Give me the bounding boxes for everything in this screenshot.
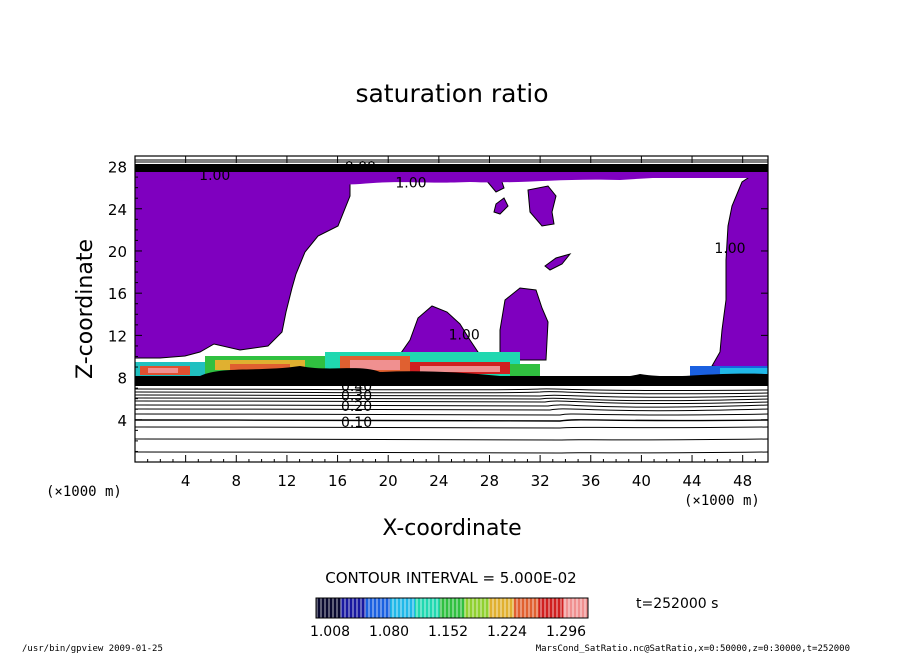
saturated-region-left <box>135 171 351 359</box>
x-tick-label: 20 <box>379 472 398 490</box>
contour-label: 0.10 <box>341 415 372 431</box>
contour-labels: 1.00 0.00 1.00 1.00 1.00 0.400.300.200.10 <box>199 160 745 431</box>
contour-label: 1.00 <box>449 327 480 343</box>
colorbar-label: 1.296 <box>546 624 586 640</box>
y-tick-label: 4 <box>117 412 127 430</box>
x-tick-label: 4 <box>181 472 191 490</box>
y-tick-label: 24 <box>108 201 127 219</box>
x-tick-label: 8 <box>232 472 242 490</box>
y-axis: 4 8 12 16 20 24 28 <box>108 159 768 452</box>
contour-label: 1.00 <box>395 175 426 191</box>
contour-lines-lower <box>135 388 768 454</box>
x-tick-label: 28 <box>480 472 499 490</box>
colorbar-label: 1.008 <box>310 624 350 640</box>
chart-title: saturation ratio <box>355 79 548 108</box>
time-label: t=252000 s <box>636 596 718 612</box>
saturated-blob <box>544 253 572 271</box>
contour-interval: CONTOUR INTERVAL = 5.000E-02 <box>325 569 576 587</box>
contour-label: 0.20 <box>341 399 372 415</box>
x-tick-label: 24 <box>429 472 448 490</box>
footer-right: MarsCond_SatRatio.nc@SatRatio,x=0:50000,… <box>536 644 850 654</box>
colorbar-stripes <box>316 598 588 618</box>
x-tick-label: 12 <box>277 472 296 490</box>
colorbar-label: 1.152 <box>428 624 468 640</box>
y-tick-label: 8 <box>117 370 127 388</box>
y-axis-title: Z-coordinate <box>73 239 98 379</box>
x-unit-right: (×1000 m) <box>684 493 760 509</box>
x-tick-label: 40 <box>632 472 651 490</box>
x-tick-label: 16 <box>328 472 347 490</box>
x-tick-label: 32 <box>531 472 550 490</box>
contour-label: 0.30 <box>341 389 372 405</box>
contour-label: 0.00 <box>345 160 376 176</box>
y-tick-label: 16 <box>108 285 127 303</box>
contour-label: 1.00 <box>714 241 745 257</box>
contour-label: 0.40 <box>341 379 372 395</box>
saturated-blob <box>493 197 509 215</box>
colorbar-label: 1.080 <box>369 624 409 640</box>
footer-left: /usr/bin/gpview 2009-01-25 <box>22 644 163 654</box>
x-axis: 4 8 12 16 20 24 28 32 36 40 44 48 <box>147 156 756 490</box>
colorbar: 1.008 1.080 1.152 1.224 1.296 <box>310 597 589 640</box>
x-axis-title: X-coordinate <box>382 516 521 541</box>
x-tick-label: 48 <box>733 472 752 490</box>
x-tick-label: 36 <box>581 472 600 490</box>
contour-label: 1.00 <box>199 168 230 184</box>
colorbar-frame <box>315 597 589 619</box>
x-tick-label: 44 <box>682 472 701 490</box>
y-tick-label: 20 <box>108 243 127 261</box>
saturated-blob <box>527 185 557 227</box>
colorbar-label: 1.224 <box>487 624 527 640</box>
y-tick-label: 12 <box>108 327 127 345</box>
plot-area <box>135 156 768 462</box>
y-tick-label: 28 <box>108 159 127 177</box>
x-unit-left: (×1000 m) <box>46 484 122 500</box>
